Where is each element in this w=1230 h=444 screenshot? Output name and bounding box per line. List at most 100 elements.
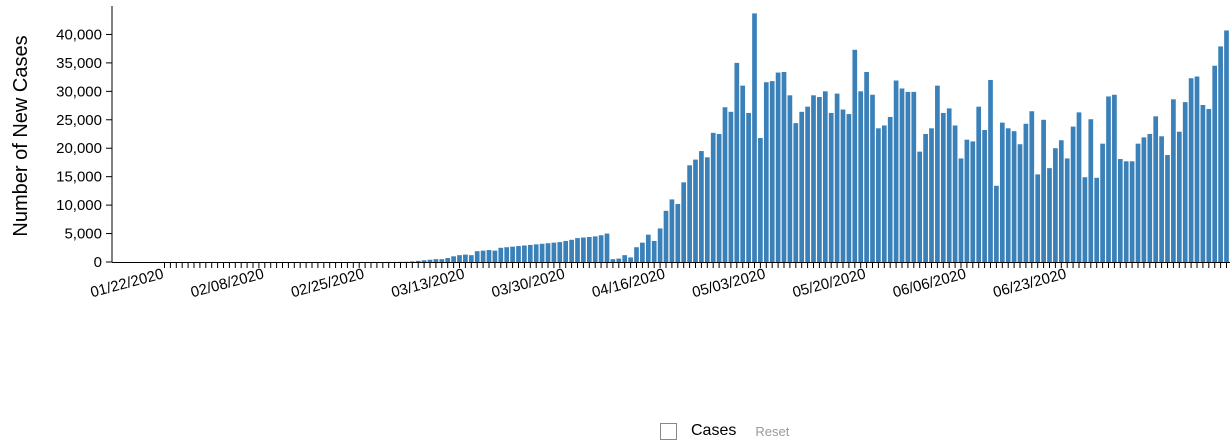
bar — [481, 251, 486, 262]
bar — [1224, 30, 1229, 262]
bar — [1206, 109, 1211, 262]
bar — [670, 199, 675, 262]
bar — [693, 160, 698, 262]
x-tick-label: 04/16/2020 — [590, 265, 667, 301]
bar — [434, 259, 439, 262]
bar — [469, 255, 474, 262]
bar — [788, 95, 793, 262]
y-tick-label: 15,000 — [56, 169, 102, 186]
bar — [681, 182, 686, 262]
bar — [900, 88, 905, 262]
bar — [575, 238, 580, 262]
bar — [1077, 112, 1082, 262]
bar — [1130, 161, 1135, 262]
bar — [994, 186, 999, 262]
bar — [817, 97, 822, 262]
bar — [487, 250, 492, 262]
bar — [923, 134, 928, 262]
bar — [416, 261, 421, 262]
bar — [746, 113, 751, 262]
x-tick-label: 06/23/2020 — [991, 265, 1068, 301]
bar — [965, 140, 970, 262]
bar — [835, 94, 840, 262]
bar — [1071, 127, 1076, 262]
bar — [552, 243, 557, 262]
bar — [1171, 99, 1176, 262]
bar — [1136, 144, 1141, 262]
bar — [970, 141, 975, 262]
bar — [858, 91, 863, 262]
bar — [528, 245, 533, 262]
bar — [1159, 136, 1164, 262]
bar — [410, 261, 415, 262]
x-tick-label: 06/06/2020 — [891, 265, 968, 301]
bar — [1012, 131, 1017, 262]
bar — [1124, 161, 1129, 262]
bar — [734, 63, 739, 262]
bar — [664, 211, 669, 262]
bar — [1006, 128, 1011, 262]
reset-button[interactable]: Reset — [755, 424, 789, 439]
bar — [1083, 177, 1088, 262]
bar — [1218, 46, 1223, 262]
x-tick-label: 03/13/2020 — [390, 265, 467, 301]
bar — [911, 92, 916, 262]
bar — [723, 107, 728, 262]
bar — [988, 80, 993, 262]
bar — [510, 247, 515, 262]
bar — [717, 134, 722, 262]
bar — [758, 138, 763, 262]
bar — [640, 243, 645, 262]
y-axis: 05,00010,00015,00020,00025,00030,00035,0… — [56, 6, 112, 271]
x-tick-label: 02/25/2020 — [289, 265, 366, 301]
bar — [829, 113, 834, 262]
y-tick-label: 35,000 — [56, 55, 102, 72]
bar — [917, 152, 922, 262]
bar — [1153, 116, 1158, 262]
bar — [799, 112, 804, 262]
bars-group — [174, 7, 1230, 262]
bar — [941, 113, 946, 262]
cases-checkbox[interactable] — [660, 423, 677, 440]
bar — [906, 92, 911, 262]
bar — [841, 110, 846, 262]
x-tick-label: 03/30/2020 — [490, 265, 567, 301]
bar — [1100, 144, 1105, 262]
bar — [1065, 158, 1070, 262]
bar — [457, 255, 462, 262]
bar — [976, 107, 981, 262]
bar — [1047, 168, 1052, 262]
bar — [593, 236, 598, 262]
bar — [616, 259, 621, 262]
bar — [1147, 134, 1152, 262]
bar — [929, 128, 934, 262]
bar — [699, 151, 704, 262]
bar — [729, 112, 734, 262]
bar — [740, 86, 745, 262]
bar — [1059, 140, 1064, 262]
bar — [805, 107, 810, 262]
chart-controls: Cases Reset — [660, 418, 789, 444]
y-tick-label: 10,000 — [56, 197, 102, 214]
bar — [1029, 111, 1034, 262]
x-tick-label: 05/03/2020 — [690, 265, 767, 301]
bar — [652, 241, 657, 262]
bar — [1177, 132, 1182, 262]
bar — [776, 73, 781, 262]
bar — [1088, 119, 1093, 262]
bar — [876, 128, 881, 262]
y-tick-label: 40,000 — [56, 26, 102, 43]
bar — [569, 240, 574, 262]
bar — [622, 255, 627, 262]
bar — [451, 256, 456, 262]
bar — [534, 244, 539, 262]
bar — [687, 165, 692, 262]
bar — [1000, 123, 1005, 262]
bar — [752, 13, 757, 262]
bar — [504, 247, 509, 262]
bar — [959, 158, 964, 262]
bar — [557, 242, 562, 262]
bar — [1053, 148, 1058, 262]
